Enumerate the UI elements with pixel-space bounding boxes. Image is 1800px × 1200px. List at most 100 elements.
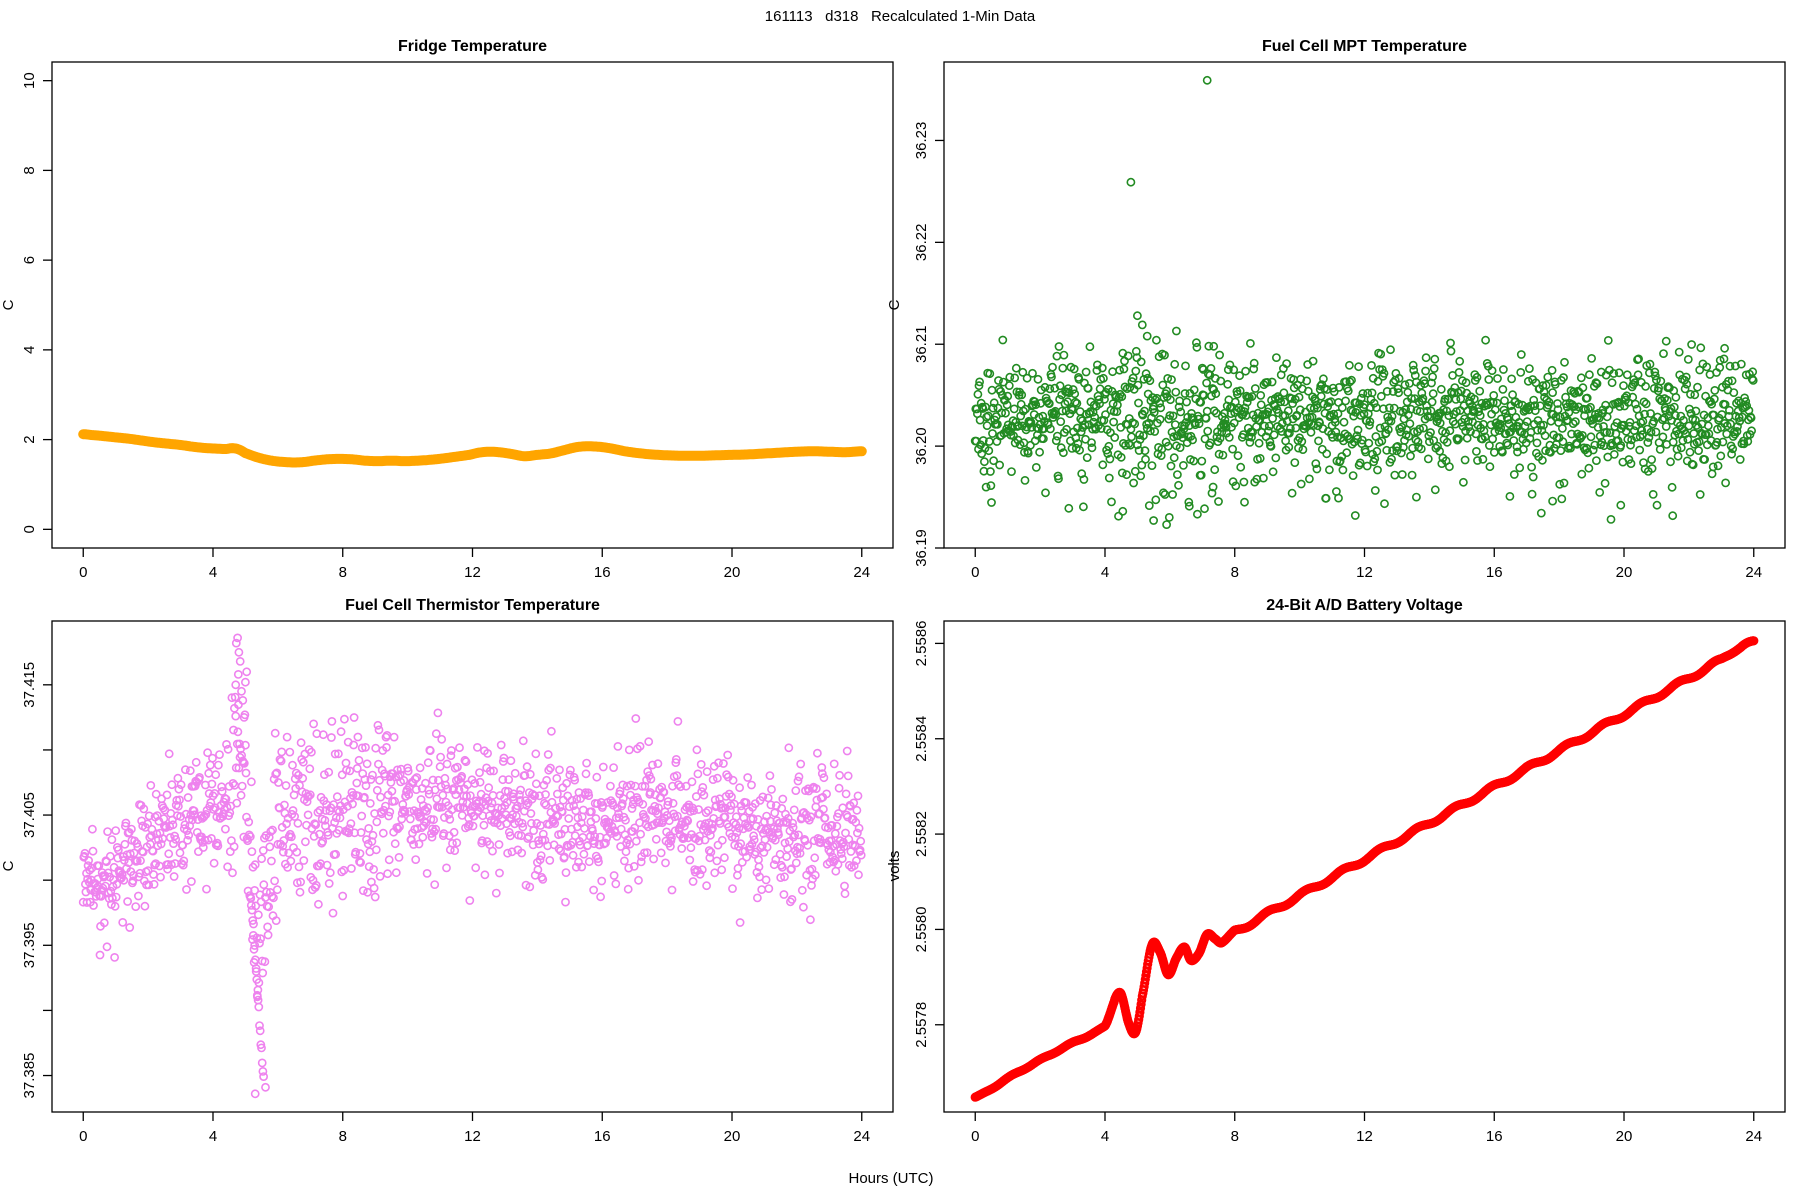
data-point xyxy=(293,818,303,828)
data-point xyxy=(1343,386,1353,396)
data-point xyxy=(1560,357,1569,367)
data-point xyxy=(995,460,1004,470)
data-point xyxy=(1342,448,1352,458)
data-point xyxy=(695,869,705,879)
data-point xyxy=(748,814,758,824)
data-point xyxy=(421,778,430,788)
data-point xyxy=(1558,437,1568,447)
data-point xyxy=(1430,485,1440,495)
data-point xyxy=(728,775,738,785)
data-point xyxy=(1580,411,1589,421)
data-point xyxy=(1135,1007,1145,1017)
data-point xyxy=(468,821,478,831)
data-point xyxy=(1576,373,1586,383)
data-point xyxy=(349,740,358,750)
data-point xyxy=(1136,471,1146,481)
data-point xyxy=(535,791,544,801)
data-point xyxy=(663,800,673,810)
data-point xyxy=(646,774,656,784)
data-point xyxy=(1041,488,1050,498)
data-point xyxy=(264,902,274,912)
panel-title-thermistor: Fuel Cell Thermistor Temperature xyxy=(345,597,600,614)
data-point xyxy=(1656,376,1666,386)
data-point xyxy=(984,446,994,456)
y-axis-label-volts: volts xyxy=(886,851,903,882)
data-point xyxy=(234,763,244,773)
data-point xyxy=(1272,353,1281,362)
data-point xyxy=(1741,397,1751,406)
data-point xyxy=(1667,482,1677,492)
data-point xyxy=(696,760,706,769)
data-point xyxy=(594,857,603,867)
data-point xyxy=(591,814,601,823)
data-point xyxy=(668,798,678,808)
data-point xyxy=(149,870,158,879)
data-point xyxy=(1686,389,1695,399)
data-point xyxy=(281,781,291,790)
data-point xyxy=(1116,452,1126,462)
data-point xyxy=(1688,460,1698,470)
data-point xyxy=(371,845,381,855)
data-point xyxy=(438,790,448,800)
data-point xyxy=(1235,386,1245,396)
data-point xyxy=(653,759,663,769)
data-point xyxy=(465,896,475,905)
spike-cluster-point xyxy=(234,647,244,657)
data-point xyxy=(1694,446,1703,455)
data-point xyxy=(147,824,157,834)
data-point xyxy=(1700,455,1709,464)
data-point xyxy=(1375,423,1385,433)
data-point xyxy=(1146,426,1155,436)
data-point xyxy=(1115,365,1124,375)
data-point xyxy=(265,842,275,852)
data-point xyxy=(1263,426,1273,436)
data-point xyxy=(1650,367,1660,377)
data-point xyxy=(856,836,866,846)
data-point xyxy=(1317,444,1327,454)
data-point xyxy=(133,891,143,901)
spike-cluster-point xyxy=(233,670,243,679)
data-point xyxy=(162,790,172,800)
data-point xyxy=(1498,447,1507,457)
data-point xyxy=(1587,353,1596,363)
data-point xyxy=(1382,445,1392,455)
data-point xyxy=(1555,412,1565,422)
data-point xyxy=(210,789,219,798)
data-point xyxy=(178,860,188,870)
data-point xyxy=(1085,342,1095,352)
data-point xyxy=(1480,432,1490,442)
x-tick-label: 8 xyxy=(1231,564,1239,581)
data-point xyxy=(734,823,744,833)
data-point xyxy=(235,739,244,749)
spike-cluster-point xyxy=(229,703,239,713)
data-point xyxy=(1590,440,1600,450)
data-point xyxy=(156,872,165,882)
data-point xyxy=(118,918,128,927)
data-point xyxy=(415,812,424,822)
data-point xyxy=(1454,434,1463,444)
dip-chain-point xyxy=(258,1067,268,1076)
data-point xyxy=(164,749,174,759)
y-tick-label: 2.5582 xyxy=(913,811,930,857)
data-point xyxy=(383,869,392,879)
data-point xyxy=(1409,365,1419,375)
data-point xyxy=(1430,354,1440,364)
data-point xyxy=(627,804,637,813)
data-point xyxy=(84,877,94,887)
data-point xyxy=(496,740,506,750)
data-point xyxy=(764,884,774,893)
data-point xyxy=(343,801,352,811)
data-point xyxy=(710,868,720,878)
x-tick-label: 8 xyxy=(1231,1128,1239,1145)
data-point xyxy=(166,860,176,870)
data-point xyxy=(1134,398,1143,408)
data-point xyxy=(1284,442,1294,452)
data-point xyxy=(1433,441,1442,451)
data-point xyxy=(1145,376,1155,386)
data-point xyxy=(1003,391,1013,401)
data-point xyxy=(120,839,130,849)
data-point xyxy=(1256,400,1266,410)
data-point xyxy=(1472,372,1482,382)
data-point xyxy=(1376,349,1386,359)
